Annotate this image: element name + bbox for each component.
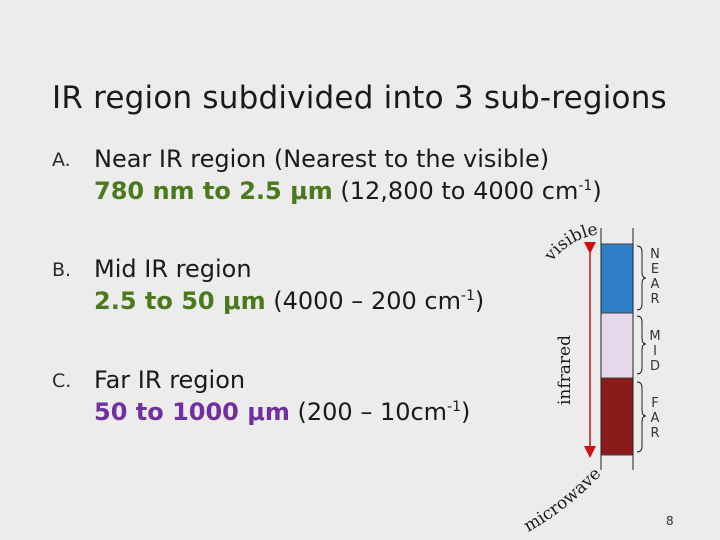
item-heading: Near IR region (Nearest to the visible) bbox=[94, 145, 550, 173]
range-value: 780 nm to 2.5 μm bbox=[94, 177, 333, 205]
far-letter: R bbox=[650, 426, 660, 441]
wavenumber-text: (12,800 to 4000 cm bbox=[332, 177, 579, 205]
infrared-label: infrared bbox=[555, 334, 576, 406]
item-heading: Far IR region bbox=[94, 366, 246, 394]
exponent: -1 bbox=[578, 178, 593, 194]
svg-text:visible: visible bbox=[540, 219, 600, 265]
mid-label: M I D bbox=[648, 329, 662, 374]
far-brace bbox=[636, 381, 647, 453]
page-number: 8 bbox=[666, 514, 674, 528]
item-range-line: 780 nm to 2.5 μm (12,800 to 4000 cm-1) bbox=[94, 177, 602, 205]
list-marker: A. bbox=[52, 149, 71, 171]
close-paren: ) bbox=[592, 177, 602, 205]
mid-brace bbox=[636, 315, 647, 375]
far-letter: A bbox=[650, 411, 660, 426]
mid-letter: M bbox=[649, 329, 661, 344]
exponent: -1 bbox=[460, 288, 475, 304]
mid-letter: D bbox=[649, 359, 660, 374]
near-brace bbox=[636, 245, 647, 311]
near-label: N E A R bbox=[648, 247, 662, 307]
near-letter: R bbox=[650, 292, 660, 307]
item-heading: Mid IR region bbox=[94, 255, 252, 283]
wavenumber-text: (200 – 10cm bbox=[289, 398, 448, 426]
list-marker: B. bbox=[52, 259, 72, 281]
mid-band bbox=[600, 312, 634, 379]
item-range-line: 2.5 to 50 μm (4000 – 200 cm-1) bbox=[94, 287, 484, 315]
near-letter: A bbox=[650, 277, 660, 292]
close-paren: ) bbox=[474, 287, 485, 315]
item-range-line: 50 to 1000 μm (200 – 10cm-1) bbox=[94, 398, 470, 426]
far-band bbox=[600, 377, 634, 456]
far-letter: F bbox=[651, 396, 659, 411]
microwave-label: microwave bbox=[520, 464, 605, 537]
svg-text:microwave: microwave bbox=[520, 464, 605, 537]
range-value: 2.5 to 50 μm bbox=[94, 287, 266, 315]
exponent: -1 bbox=[447, 399, 462, 415]
wavenumber-text: (4000 – 200 cm bbox=[265, 287, 461, 315]
list-marker: C. bbox=[52, 370, 72, 392]
near-letter: E bbox=[650, 262, 660, 277]
slide-title: IR region subdivided into 3 sub-regions bbox=[52, 80, 667, 116]
visible-label: visible bbox=[540, 219, 600, 265]
far-label: F A R bbox=[648, 396, 662, 441]
mid-letter: I bbox=[653, 344, 657, 359]
near-letter: N bbox=[650, 247, 660, 262]
range-value: 50 to 1000 μm bbox=[94, 398, 290, 426]
close-paren: ) bbox=[461, 398, 471, 426]
